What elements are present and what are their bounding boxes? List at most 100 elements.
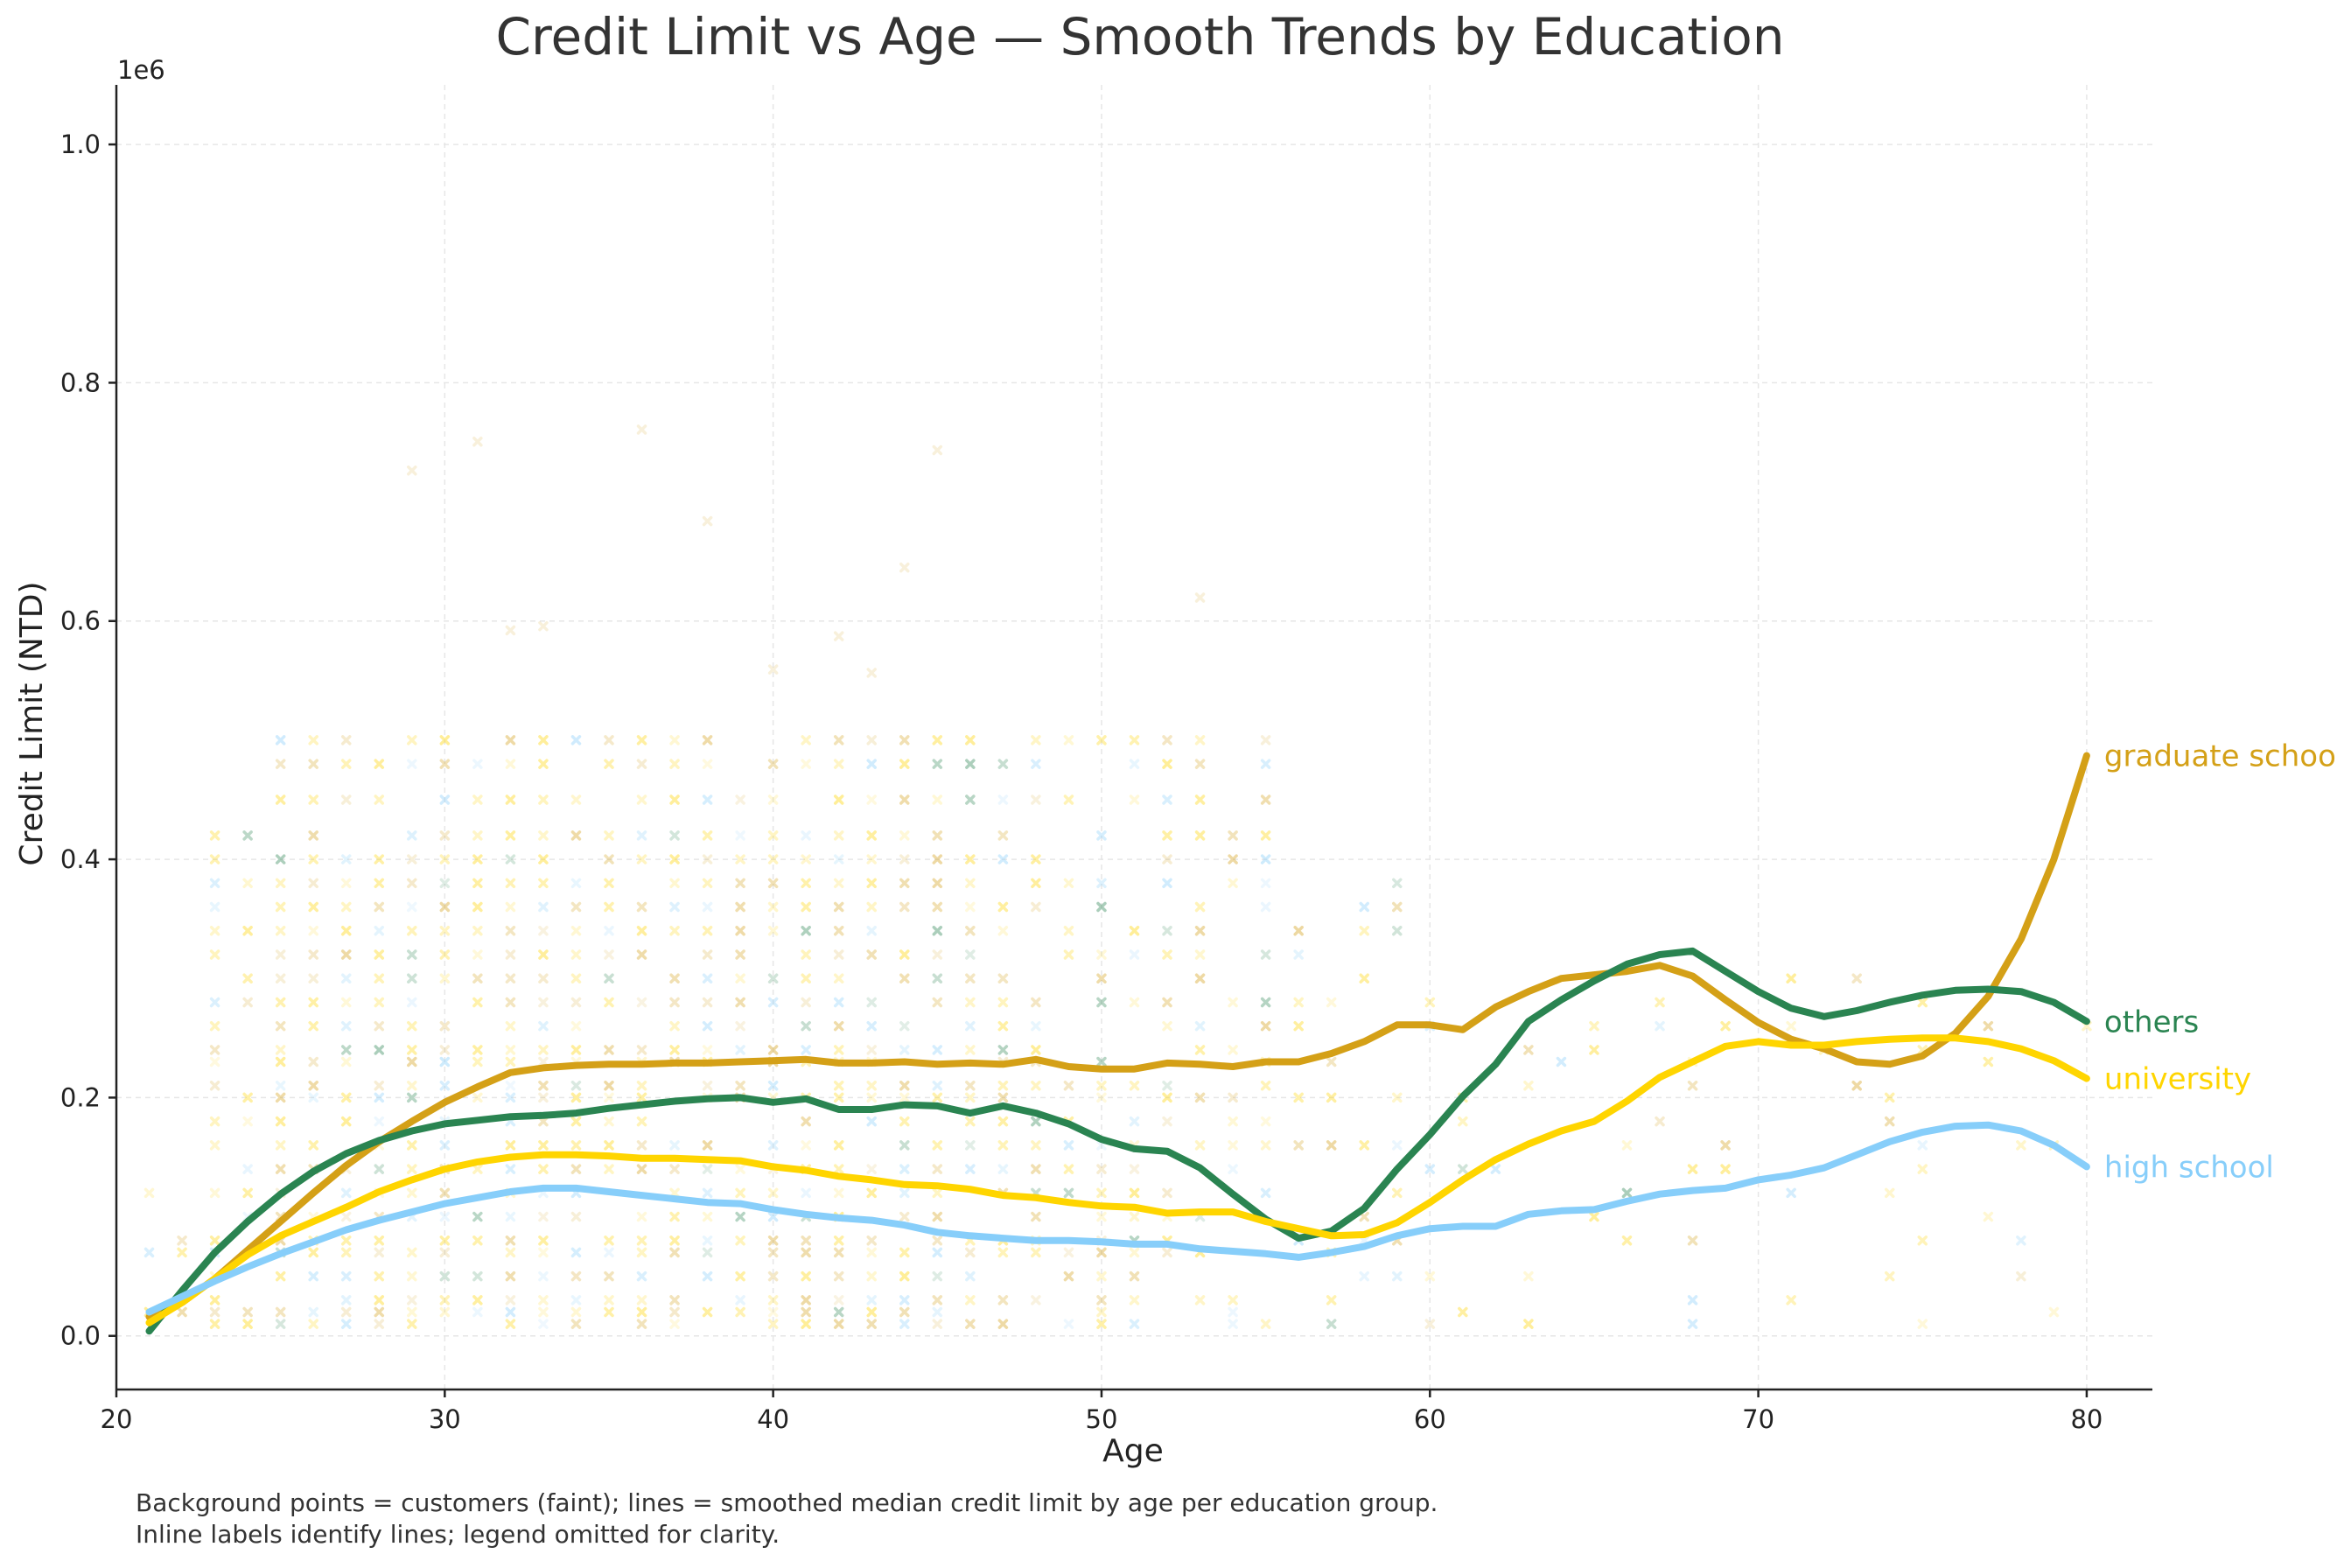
customer-point <box>505 1092 516 1103</box>
customer-point <box>1326 997 1337 1008</box>
customer-point <box>538 1092 549 1103</box>
customer-point <box>702 1211 713 1222</box>
customer-point <box>472 436 483 447</box>
customer-point <box>538 1045 549 1055</box>
customer-point <box>308 926 318 936</box>
customer-point <box>472 1295 483 1306</box>
customer-point <box>472 1164 483 1174</box>
customer-point <box>472 926 483 936</box>
customer-point <box>472 1045 483 1055</box>
customer-point <box>1392 1270 1403 1282</box>
customer-point <box>2016 1140 2026 1151</box>
customer-point <box>1786 973 1796 984</box>
customer-point <box>833 794 844 805</box>
customer-point <box>439 794 451 805</box>
customer-point <box>833 949 844 960</box>
customer-point <box>1129 1164 1140 1174</box>
customer-point <box>308 830 318 841</box>
customer-point <box>505 1319 516 1329</box>
customer-point <box>308 1306 318 1318</box>
customer-point <box>1884 1270 1895 1282</box>
customer-point <box>1031 1211 1041 1222</box>
customer-point <box>374 794 385 805</box>
customer-point <box>899 901 910 913</box>
customer-point <box>1162 854 1172 864</box>
customer-point <box>1851 973 1862 984</box>
customer-point <box>505 1211 516 1222</box>
x-tick-label: 80 <box>2070 1404 2103 1434</box>
customer-point <box>374 1270 385 1282</box>
customer-point <box>407 759 417 769</box>
customer-point <box>209 901 220 913</box>
customer-point <box>472 854 483 864</box>
customer-point <box>472 759 483 769</box>
customer-point <box>899 1187 910 1199</box>
x-axis-title: Age <box>1102 1433 1164 1469</box>
customer-point <box>439 1306 451 1318</box>
customer-point <box>1162 1092 1172 1103</box>
customer-point <box>1228 878 1238 889</box>
customer-point <box>1162 949 1172 960</box>
customer-point <box>932 830 943 841</box>
customer-point <box>275 901 286 913</box>
customer-point <box>505 997 516 1008</box>
customer-point <box>1983 1056 1994 1068</box>
customer-point <box>1589 1020 1599 1032</box>
customer-point <box>1228 1045 1238 1055</box>
customer-point <box>866 901 877 913</box>
customer-point <box>1194 794 1206 805</box>
customer-point <box>1359 901 1369 913</box>
customer-point <box>899 1020 910 1032</box>
customer-point <box>1720 1020 1731 1032</box>
customer-point <box>932 444 943 456</box>
customer-point <box>1260 854 1271 864</box>
customer-point <box>1031 854 1041 864</box>
chart-title: Credit Limit vs Age — Smooth Trends by E… <box>495 7 1784 66</box>
customer-point <box>965 1020 976 1032</box>
customer-point <box>275 1306 286 1318</box>
customer-point <box>1063 735 1074 746</box>
customer-point <box>308 1247 318 1258</box>
customer-point <box>374 1247 385 1258</box>
customer-point <box>866 1081 877 1091</box>
customer-point <box>374 926 385 936</box>
customer-point <box>538 1081 549 1091</box>
customer-point <box>801 735 811 746</box>
customer-point <box>604 901 614 913</box>
customer-point <box>1096 1081 1107 1091</box>
customer-point <box>242 973 253 984</box>
customer-point <box>407 901 417 913</box>
customer-point <box>1326 1056 1337 1068</box>
x-tick-label: 60 <box>1414 1404 1446 1434</box>
customer-point <box>538 735 549 746</box>
customer-point <box>1129 1270 1140 1282</box>
customer-point <box>997 1092 1009 1103</box>
customer-point <box>1063 794 1074 805</box>
customer-point <box>1260 878 1271 889</box>
customer-point <box>899 1319 910 1329</box>
customer-point <box>242 1187 253 1199</box>
customer-point <box>570 878 582 889</box>
customer-point <box>866 1295 877 1306</box>
customer-point <box>209 1295 220 1306</box>
customer-point <box>833 1187 844 1199</box>
customer-point <box>899 1247 910 1258</box>
customer-point <box>407 466 417 476</box>
customer-point <box>439 1187 451 1199</box>
customer-point <box>669 735 680 746</box>
customer-point <box>209 830 220 841</box>
customer-point <box>374 1020 385 1032</box>
customer-point <box>1392 926 1403 936</box>
customer-point <box>1260 1140 1271 1151</box>
customer-point <box>735 926 745 936</box>
customer-point <box>1096 1306 1107 1318</box>
customer-point <box>702 1187 713 1199</box>
customer-point <box>340 1270 352 1282</box>
customer-point <box>801 830 811 841</box>
customer-point <box>735 1081 745 1091</box>
customer-point <box>275 1319 286 1329</box>
customer-point <box>636 1140 647 1151</box>
customer-point <box>570 1081 582 1091</box>
customer-point <box>767 973 779 984</box>
customer-point <box>439 949 451 960</box>
